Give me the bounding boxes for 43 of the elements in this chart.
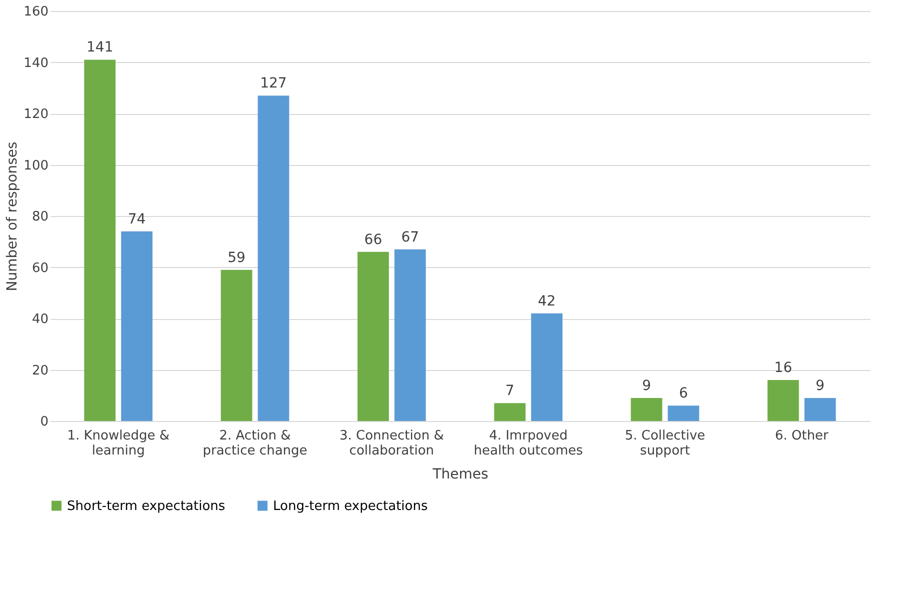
bar xyxy=(531,313,562,421)
data-label: 7 xyxy=(505,383,514,400)
bar xyxy=(220,270,252,421)
y-tick-label: 60 xyxy=(32,260,48,276)
data-label: 16 xyxy=(774,360,792,376)
y-tick-label: 120 xyxy=(24,107,48,122)
data-label: 9 xyxy=(642,378,651,394)
y-tick-label: 140 xyxy=(24,56,48,71)
bar xyxy=(258,96,290,421)
bar xyxy=(358,252,389,421)
bar xyxy=(494,403,526,421)
y-tick-label: 80 xyxy=(32,210,48,224)
x-tick-label: 3. Connection & collaboration xyxy=(339,428,444,458)
bar xyxy=(668,406,700,421)
x-tick-label: 5. Collective support xyxy=(624,428,706,458)
data-label: 141 xyxy=(86,40,114,56)
y-axis-title: Number of responses xyxy=(4,142,21,292)
bar xyxy=(394,249,426,421)
legend-label: Short-term expectations xyxy=(67,498,226,514)
data-label: 127 xyxy=(260,76,287,92)
x-tick-label: 4. Imrpoved health outcomes xyxy=(474,428,584,458)
y-tick-label: 100 xyxy=(24,158,48,174)
y-tick-label: 20 xyxy=(32,363,48,378)
y-tick-label: 160 xyxy=(24,4,48,20)
x-tick-label: 6. Other xyxy=(774,428,830,444)
bar xyxy=(804,398,836,421)
y-tick-label: 0 xyxy=(40,414,48,430)
x-axis-title: Themes xyxy=(432,466,488,482)
data-label: 59 xyxy=(228,250,246,266)
bar xyxy=(121,231,152,421)
bar xyxy=(84,60,116,421)
x-tick-label: 1. Knowledge & learning xyxy=(67,428,170,458)
legend-label: Long-term expectations xyxy=(273,498,428,514)
data-label: 66 xyxy=(364,232,382,248)
y-tick-label: 40 xyxy=(32,312,48,327)
x-tick-label: 2. Action & practice change xyxy=(202,428,308,458)
data-label: 74 xyxy=(128,211,146,228)
data-label: 9 xyxy=(816,378,825,394)
data-label: 67 xyxy=(401,229,420,246)
data-label: 6 xyxy=(679,386,688,402)
bar xyxy=(768,380,799,421)
data-label: 42 xyxy=(538,293,556,310)
bar xyxy=(630,398,662,421)
